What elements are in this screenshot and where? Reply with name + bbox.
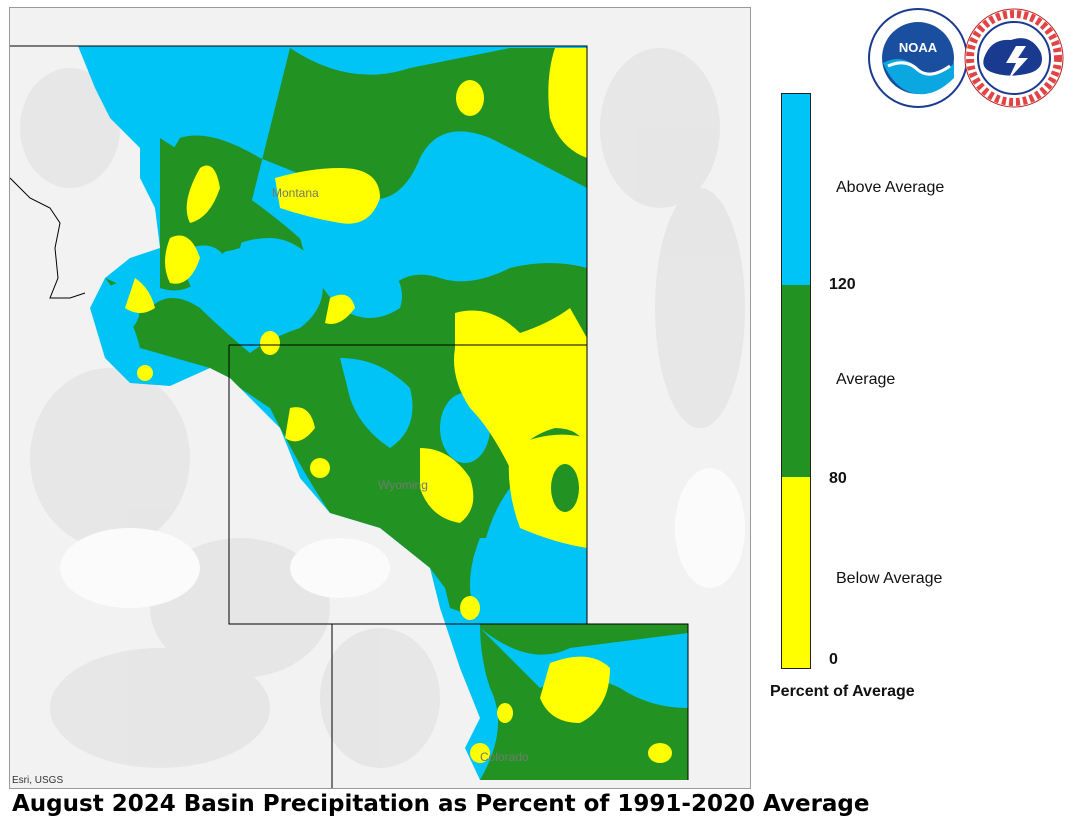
precipitation-map: [10, 8, 750, 788]
nws-logo: [964, 8, 1064, 108]
legend-label-average: Average: [836, 371, 896, 388]
noaa-logo-text: NOAA: [899, 40, 938, 55]
agency-logos: NOAA: [866, 8, 1066, 113]
logo-graphics: NOAA: [868, 8, 1064, 108]
map-caption: August 2024 Basin Precipitation as Perce…: [12, 791, 870, 817]
legend-title: Percent of Average: [770, 683, 915, 700]
legend-swatch-below-average: [782, 477, 810, 668]
legend-label-below-average: Below Average: [836, 570, 943, 587]
legend-label-above-average: Above Average: [836, 179, 945, 196]
legend-swatch-average: [782, 285, 810, 477]
legend-swatch-above-average: [782, 94, 810, 285]
legend-break-120: 120: [829, 276, 856, 293]
legend-color-bar: [781, 93, 811, 669]
terrain-shading: [20, 48, 745, 768]
noaa-logo: NOAA: [868, 8, 968, 108]
wyoming-label: Wyoming: [378, 478, 428, 492]
legend-break-80: 80: [829, 470, 847, 487]
state-boundaries: [10, 45, 689, 788]
colorado-label: Colorado: [480, 750, 529, 764]
montana-label: Montana: [272, 186, 319, 200]
below-average-zones: [125, 48, 672, 763]
map-attribution: Esri, USGS: [12, 775, 64, 786]
legend-break-0: 0: [829, 651, 838, 668]
map-panel: Montana Wyoming Colorado Esri, USGS: [9, 7, 751, 789]
terrain-highlights: [60, 468, 745, 608]
